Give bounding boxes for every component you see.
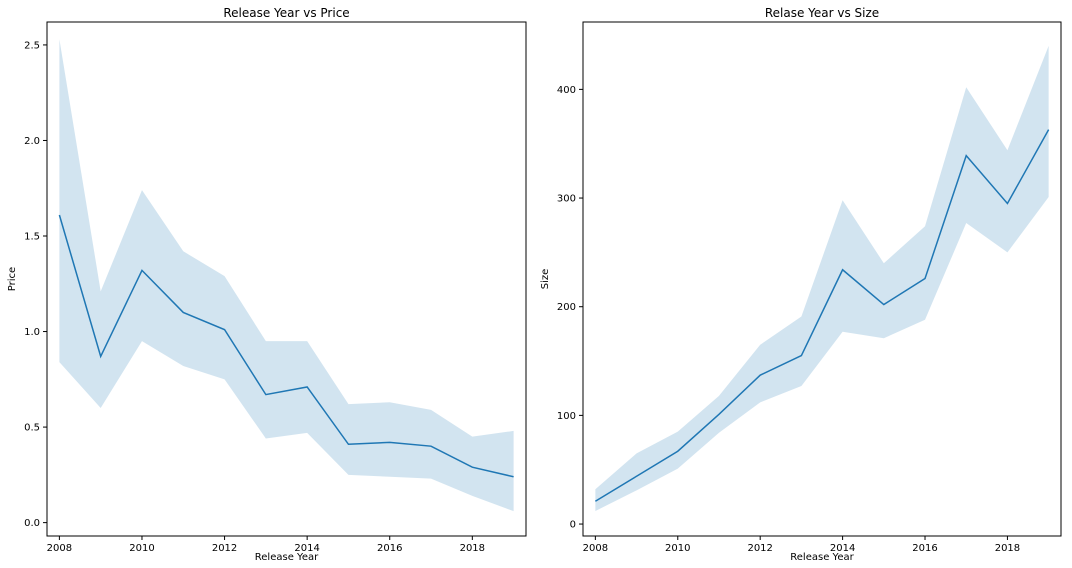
size-chart-y-tick-label: 100: [557, 411, 576, 422]
size-chart-y-tick-label: 0: [570, 520, 576, 531]
price-chart: Release Year vs Price 2008 2010 2012 2014 20…: [7, 6, 527, 563]
price-chart-y-tick-label: 2.5: [24, 40, 40, 51]
price-chart-y-tick-label: 1.5: [24, 232, 40, 243]
size-chart-y-tick-label: 300: [557, 194, 576, 205]
price-chart-x-tick-label: 2012: [212, 543, 237, 554]
price-chart-x-tick-label: 2016: [377, 543, 402, 554]
size-chart: Relase Year vs Size 2008 2010 2012 2014 2016…: [540, 6, 1062, 563]
price-chart-x-tick-label: 2018: [460, 543, 485, 554]
size-chart-x-axis-label: Release Year: [790, 552, 854, 563]
price-chart-series-line: [58, 214, 514, 478]
size-chart-y-axis-label: Size: [540, 269, 551, 290]
size-chart-y-tick-label: 400: [557, 85, 576, 96]
price-chart-frame: [46, 21, 527, 537]
size-chart-x-tick-label: 2018: [995, 543, 1020, 554]
price-chart-y-axis-label: Price: [7, 267, 18, 291]
price-chart-y-tick-label: 0.0: [24, 518, 40, 529]
size-chart-x-tick-label: 2010: [665, 543, 690, 554]
size-chart-x-tick-label: 2016: [912, 543, 937, 554]
size-chart-title: Relase Year vs Size: [765, 6, 879, 20]
price-chart-x-tick-label: 2008: [47, 543, 72, 554]
price-chart-confidence-band: [59, 39, 514, 512]
size-chart-x-tick-label: 2012: [747, 543, 772, 554]
price-chart-y-tick-label: 1.0: [24, 327, 40, 338]
price-chart-title: Release Year vs Price: [223, 6, 349, 20]
price-chart-y-tick-label: 2.0: [24, 136, 40, 147]
size-chart-x-tick-label: 2008: [583, 543, 608, 554]
price-chart-x-axis-label: Release Year: [255, 552, 319, 563]
size-chart-confidence-band: [595, 45, 1049, 512]
price-chart-x-tick-label: 2014: [294, 543, 319, 554]
size-chart-series-line: [594, 129, 1050, 502]
size-chart-x-tick-label: 2014: [830, 543, 855, 554]
price-chart-y-tick-label: 0.5: [24, 423, 40, 434]
price-chart-x-tick-label: 2010: [129, 543, 154, 554]
size-chart-frame: [582, 21, 1062, 537]
size-chart-y-tick-label: 200: [557, 302, 576, 313]
